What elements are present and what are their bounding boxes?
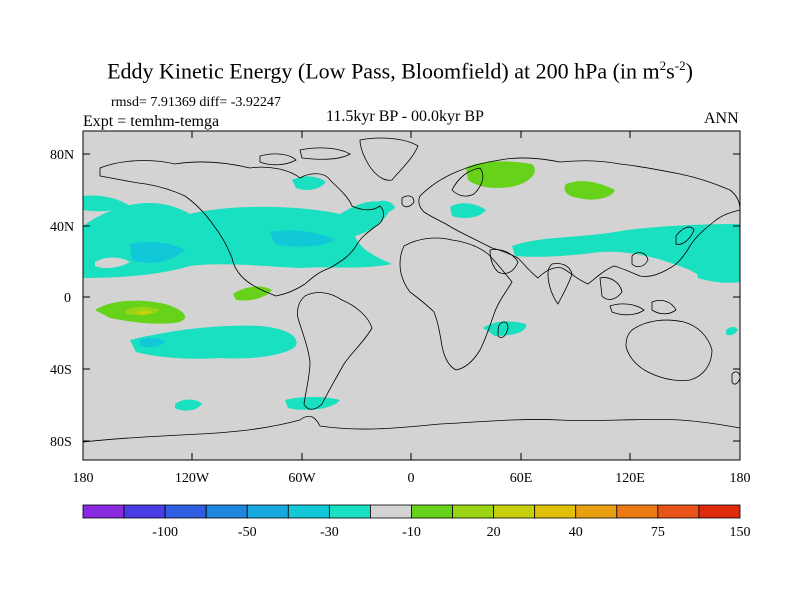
field-asia-jet <box>512 224 740 277</box>
colorbar-swatch <box>452 504 495 519</box>
field-natlantic <box>372 200 395 213</box>
colorbar-swatch <box>575 504 618 519</box>
colorbar-swatch <box>246 504 289 519</box>
lat-axis <box>83 153 740 442</box>
plot-title: Eddy Kinetic Energy (Low Pass, Bloomfiel… <box>107 58 693 84</box>
period-label: 11.5kyr BP - 00.0kyr BP <box>326 108 484 125</box>
colorbar-swatch <box>287 504 330 519</box>
field-tropical-pacific-core <box>138 310 152 315</box>
lat-tick-80s: 80S <box>50 435 72 450</box>
colorbar-label: 20 <box>487 525 501 540</box>
colorbar-swatch <box>123 504 166 519</box>
field-scandinavia <box>466 161 535 188</box>
field-europe <box>450 203 486 218</box>
map-background <box>83 131 740 460</box>
field-namerica-inner <box>270 230 335 247</box>
colorbar-label: 40 <box>569 525 583 540</box>
colorbar-label: -100 <box>152 525 178 540</box>
lat-tick-40n: 40N <box>50 220 74 235</box>
colorbar-swatch <box>205 504 248 519</box>
field-southern-ocean-a <box>175 399 202 411</box>
field-siberia <box>564 181 615 200</box>
lat-tick-0: 0 <box>64 291 71 306</box>
lon-tick-180w: 180 <box>73 471 94 486</box>
colorbar-swatch <box>493 504 536 519</box>
field-spacific-inner <box>140 337 166 348</box>
colorbar-label: -30 <box>320 525 339 540</box>
colorbar-swatch <box>616 504 659 519</box>
lon-axis <box>191 131 631 460</box>
colorbar-swatch <box>534 504 577 519</box>
lon-tick-120e: 120E <box>615 471 645 486</box>
field-wpacific-low <box>696 263 740 283</box>
season-label: ANN <box>704 110 739 127</box>
lat-tick-40s: 40S <box>50 363 72 378</box>
experiment-label: Expt = temhm-temga <box>83 113 220 130</box>
colorbar <box>82 504 741 519</box>
field-npacific-inner <box>130 242 185 263</box>
field-tropical-pacific-gap <box>95 257 130 269</box>
colorbar-label: 150 <box>730 525 751 540</box>
field-spacific <box>130 325 297 359</box>
rmsd-diff-stats: rmsd= 7.91369 diff= -3.92247 <box>111 95 281 110</box>
colorbar-label: -50 <box>238 525 257 540</box>
colorbar-label: 75 <box>651 525 665 540</box>
anomaly-fields <box>83 161 740 411</box>
field-alaska <box>292 176 326 190</box>
colorbar-swatch <box>164 504 207 519</box>
colorbar-swatch <box>657 504 700 519</box>
field-madagascar <box>483 321 527 336</box>
colorbar-swatch <box>82 504 125 519</box>
lon-tick-60e: 60E <box>510 471 533 486</box>
colorbar-swatch <box>698 504 741 519</box>
colorbar-swatch <box>370 504 412 519</box>
field-australia-east <box>726 327 738 336</box>
lon-tick-0: 0 <box>408 471 415 486</box>
colorbar-label: -10 <box>402 525 421 540</box>
colorbar-swatch <box>411 504 453 519</box>
lat-tick-80n: 80N <box>50 148 74 163</box>
field-nw-pacific <box>83 195 130 212</box>
colorbar-swatch <box>328 504 371 519</box>
field-southern-ocean-b <box>285 397 340 410</box>
lon-tick-120w: 120W <box>175 471 210 486</box>
colorbar-labels: -100 -50 -30 -10 20 40 75 150 <box>152 525 750 540</box>
coastlines <box>83 137 740 443</box>
lon-tick-180e: 180 <box>730 471 751 486</box>
lon-tick-60w: 60W <box>288 471 316 486</box>
